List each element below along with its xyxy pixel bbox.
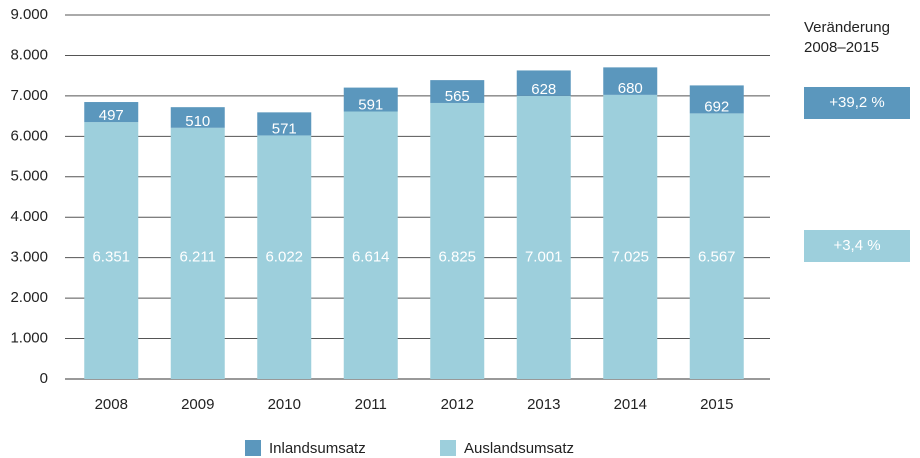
x-tick-label: 2008 — [95, 396, 128, 413]
y-tick-label: 6.000 — [10, 127, 48, 144]
bar-segment — [516, 70, 571, 96]
bar-segment — [689, 113, 744, 379]
change-box — [804, 87, 910, 119]
bar-segment — [170, 127, 225, 379]
value-label: 510 — [185, 113, 210, 130]
bar-segment — [430, 80, 485, 103]
value-label: 7.001 — [525, 249, 563, 266]
x-tick-label: 2014 — [614, 396, 647, 413]
bar-segment — [84, 122, 139, 380]
bar-segment — [603, 94, 658, 379]
bar-segment — [516, 95, 571, 379]
value-label: 692 — [704, 98, 729, 115]
bar-segment — [430, 102, 485, 379]
bar-segment — [343, 111, 398, 380]
value-label: 591 — [358, 96, 383, 113]
y-tick-label: 9.000 — [10, 6, 48, 23]
value-label: 497 — [99, 107, 124, 124]
change-label: +3,4 % — [833, 237, 880, 254]
legend-swatch — [245, 440, 261, 456]
x-tick-label: 2010 — [268, 396, 301, 413]
y-tick-label: 1.000 — [10, 330, 48, 347]
change-title: Veränderung — [804, 19, 890, 36]
y-tick-label: 2.000 — [10, 289, 48, 306]
y-tick-label: 7.000 — [10, 87, 48, 104]
x-tick-label: 2012 — [441, 396, 474, 413]
y-tick-label: 3.000 — [10, 249, 48, 266]
value-label: 6.567 — [698, 249, 736, 266]
bar-segment — [257, 112, 312, 136]
value-label: 680 — [618, 80, 643, 97]
value-label: 6.211 — [180, 249, 216, 266]
bar-segment — [603, 67, 658, 95]
value-label: 6.022 — [265, 249, 303, 266]
x-tick-label: 2011 — [355, 396, 387, 413]
value-label: 565 — [445, 88, 470, 105]
change-title: 2008–2015 — [804, 39, 879, 56]
value-label: 628 — [531, 81, 556, 98]
y-tick-label: 4.000 — [10, 208, 48, 225]
x-tick-label: 2015 — [700, 396, 733, 413]
legend-label: Inlandsumsatz — [269, 440, 366, 457]
y-tick-label: 5.000 — [10, 168, 48, 185]
value-label: 7.025 — [611, 249, 649, 266]
change-box — [804, 230, 910, 262]
value-label: 6.825 — [438, 249, 476, 266]
y-tick-label: 0 — [40, 370, 48, 387]
y-tick-label: 8.000 — [10, 46, 48, 63]
bar-segment — [343, 87, 398, 112]
bar-segment — [170, 107, 225, 128]
value-label: 6.614 — [352, 249, 390, 266]
bar-segment — [689, 85, 744, 114]
bar-segment — [257, 135, 312, 379]
x-tick-label: 2009 — [181, 396, 214, 413]
bar-segment — [84, 102, 139, 123]
x-tick-label: 2013 — [527, 396, 560, 413]
change-label: +39,2 % — [829, 94, 884, 111]
legend-swatch — [440, 440, 456, 456]
value-label: 6.351 — [92, 249, 130, 266]
legend-label: Auslandsumsatz — [464, 440, 574, 457]
value-label: 571 — [272, 120, 297, 137]
